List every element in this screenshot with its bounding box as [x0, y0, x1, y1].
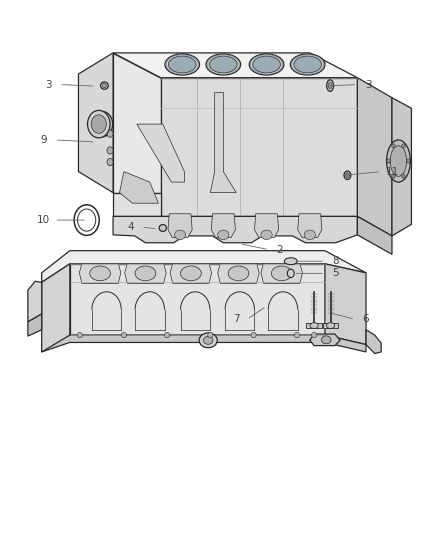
Polygon shape: [261, 263, 303, 284]
Polygon shape: [125, 263, 166, 284]
Ellipse shape: [327, 80, 334, 91]
Text: 7: 7: [233, 314, 240, 324]
Ellipse shape: [209, 56, 237, 73]
Polygon shape: [113, 192, 161, 216]
Ellipse shape: [95, 116, 109, 133]
Ellipse shape: [168, 56, 196, 73]
Ellipse shape: [304, 230, 315, 240]
Ellipse shape: [77, 333, 82, 338]
Polygon shape: [161, 78, 357, 216]
Ellipse shape: [100, 82, 108, 90]
Polygon shape: [120, 172, 159, 203]
Polygon shape: [28, 281, 42, 322]
Text: 11: 11: [385, 166, 399, 176]
Ellipse shape: [328, 82, 332, 89]
Text: 4: 4: [127, 222, 134, 232]
Polygon shape: [366, 330, 381, 353]
Ellipse shape: [165, 54, 200, 75]
Polygon shape: [42, 251, 366, 282]
Polygon shape: [42, 335, 366, 352]
Polygon shape: [310, 334, 340, 345]
Polygon shape: [70, 264, 325, 335]
Ellipse shape: [206, 54, 240, 75]
Ellipse shape: [326, 322, 335, 328]
Ellipse shape: [402, 174, 405, 178]
Ellipse shape: [251, 333, 256, 338]
Polygon shape: [137, 124, 184, 182]
Polygon shape: [298, 214, 322, 238]
Text: 3: 3: [365, 79, 371, 90]
Text: 5: 5: [332, 268, 339, 278]
Polygon shape: [392, 98, 411, 236]
Polygon shape: [170, 263, 212, 284]
Ellipse shape: [199, 333, 217, 348]
Ellipse shape: [392, 174, 395, 178]
Ellipse shape: [90, 266, 110, 281]
Polygon shape: [306, 324, 322, 328]
Ellipse shape: [107, 158, 113, 166]
Ellipse shape: [180, 266, 201, 281]
Ellipse shape: [253, 56, 280, 73]
Polygon shape: [113, 53, 357, 78]
Ellipse shape: [249, 54, 284, 75]
Polygon shape: [28, 314, 42, 336]
Text: 6: 6: [363, 314, 369, 324]
Ellipse shape: [290, 54, 325, 75]
Ellipse shape: [387, 140, 410, 182]
Ellipse shape: [135, 266, 156, 281]
Ellipse shape: [107, 147, 113, 154]
Polygon shape: [168, 214, 192, 238]
Polygon shape: [42, 264, 70, 352]
Polygon shape: [113, 53, 161, 192]
Polygon shape: [357, 78, 392, 236]
Polygon shape: [254, 214, 279, 238]
Polygon shape: [79, 263, 121, 284]
Ellipse shape: [310, 322, 318, 328]
Ellipse shape: [346, 173, 350, 177]
Text: 2: 2: [276, 245, 283, 255]
Ellipse shape: [102, 84, 106, 88]
Polygon shape: [218, 263, 259, 284]
Ellipse shape: [390, 146, 406, 176]
Ellipse shape: [294, 333, 300, 338]
Ellipse shape: [294, 56, 321, 73]
Polygon shape: [113, 216, 357, 243]
Ellipse shape: [387, 159, 390, 163]
Ellipse shape: [92, 111, 113, 137]
Ellipse shape: [218, 230, 229, 240]
Polygon shape: [357, 216, 392, 254]
Polygon shape: [211, 214, 236, 238]
Ellipse shape: [406, 159, 410, 163]
Ellipse shape: [344, 171, 351, 180]
Ellipse shape: [228, 266, 249, 281]
Polygon shape: [325, 264, 366, 344]
Polygon shape: [210, 92, 236, 192]
Text: 8: 8: [332, 256, 339, 266]
Ellipse shape: [121, 333, 127, 338]
Ellipse shape: [392, 144, 395, 148]
Ellipse shape: [208, 333, 213, 338]
Text: 3: 3: [45, 79, 52, 90]
Ellipse shape: [91, 115, 106, 133]
Text: 9: 9: [41, 135, 47, 145]
Text: 10: 10: [37, 215, 50, 225]
Ellipse shape: [159, 224, 166, 231]
Ellipse shape: [88, 110, 110, 138]
Ellipse shape: [165, 333, 170, 338]
Polygon shape: [78, 53, 113, 192]
Ellipse shape: [271, 266, 292, 281]
Ellipse shape: [311, 333, 317, 338]
Ellipse shape: [284, 258, 297, 265]
Ellipse shape: [174, 230, 186, 240]
Ellipse shape: [321, 336, 331, 344]
Ellipse shape: [261, 230, 272, 240]
Ellipse shape: [402, 144, 405, 148]
Ellipse shape: [203, 336, 213, 344]
Polygon shape: [323, 324, 338, 328]
Ellipse shape: [107, 130, 113, 138]
Ellipse shape: [287, 269, 294, 278]
Ellipse shape: [78, 209, 96, 231]
